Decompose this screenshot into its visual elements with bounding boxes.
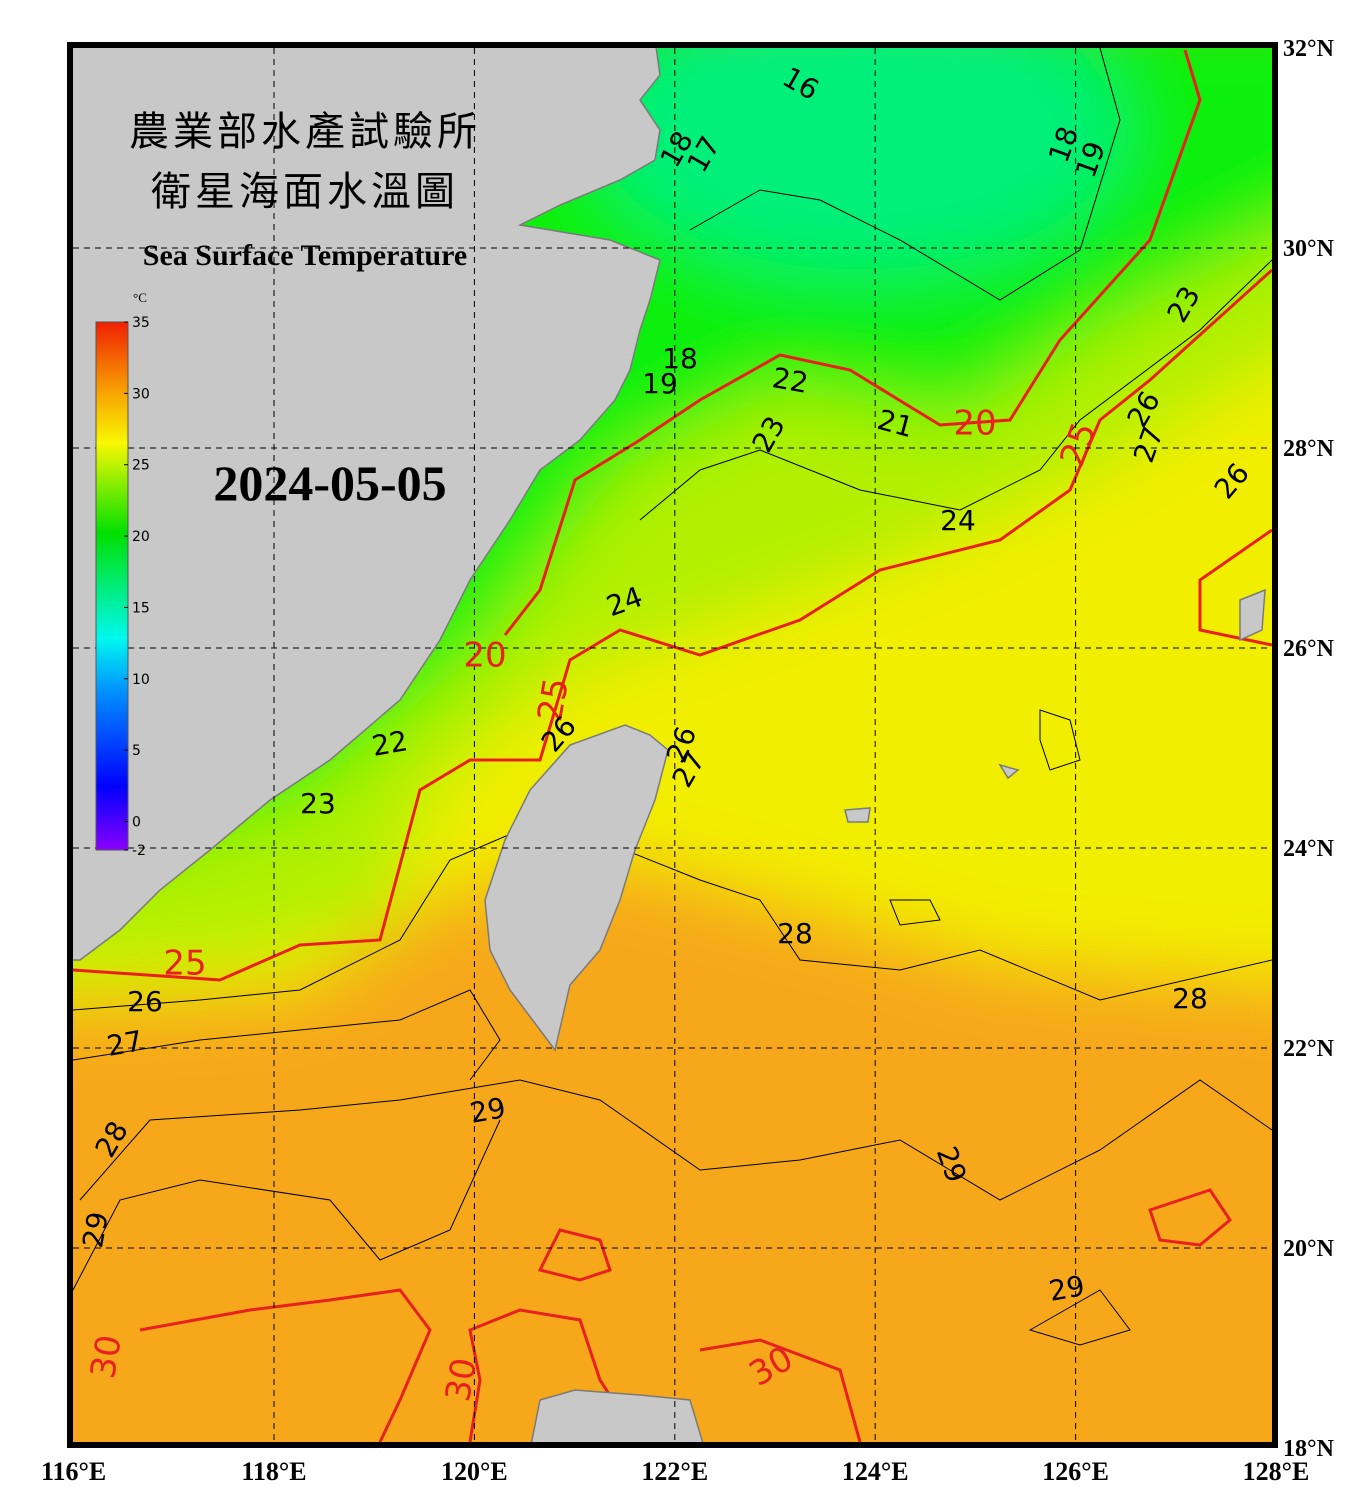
map-frame: [67, 42, 1278, 1448]
lat-label: 20°N: [1283, 1236, 1335, 1262]
contour-label: 29: [1046, 1269, 1087, 1308]
mainland-china: [73, 48, 661, 961]
colorbar-tick-label: 20: [132, 529, 150, 545]
lon-label: 124°E: [842, 1457, 909, 1486]
contour-label: 28: [777, 917, 813, 950]
contour-label: 27: [104, 1024, 145, 1063]
colorbar-tick-label: 25: [132, 458, 150, 474]
contour-label: 20: [463, 636, 506, 676]
contour-label: 25: [530, 675, 577, 725]
subtitle: Sea Surface Temperature: [143, 239, 467, 272]
luzon: [530, 1389, 704, 1442]
taiwan: [484, 724, 669, 1052]
contour-label: 23: [300, 787, 336, 820]
lat-label: 26°N: [1283, 636, 1335, 662]
contour-label: 26: [127, 985, 163, 1018]
contour-label: 22: [369, 724, 410, 763]
title-line2: 衛星海面水溫圖: [151, 169, 459, 214]
lon-label: 118°E: [241, 1457, 306, 1486]
lat-label: 30°N: [1283, 236, 1335, 262]
lon-label: 120°E: [441, 1457, 508, 1486]
contour-label: 22: [770, 361, 811, 400]
lon-label: 126°E: [1042, 1457, 1109, 1486]
lat-label: 22°N: [1283, 1036, 1335, 1062]
lat-label: 28°N: [1283, 436, 1335, 462]
contour-label: 30: [438, 1355, 485, 1405]
isotherms-minor: [73, 48, 1272, 1346]
lon-label: 128°E: [1243, 1457, 1310, 1486]
colorbar-tick-label: 0: [132, 814, 141, 830]
graticule: [73, 48, 1272, 1442]
contour-label: 29: [76, 1209, 115, 1250]
colorbar-unit: °C: [133, 290, 147, 305]
title-line1: 農業部水產試驗所: [129, 109, 481, 154]
lat-label: 32°N: [1283, 36, 1335, 62]
colorbar-tick-label: -2: [132, 843, 146, 859]
colorbar-tick-label: 5: [132, 743, 141, 759]
lat-label: 24°N: [1283, 836, 1335, 862]
contour-label: 25: [163, 944, 206, 984]
contour-label: 30: [83, 1332, 130, 1382]
lat-label: 18°N: [1283, 1436, 1335, 1462]
contour-label: 24: [940, 504, 976, 537]
lon-label: 116°E: [41, 1457, 106, 1486]
contour-label: 29: [467, 1091, 508, 1130]
isotherms-major: [73, 49, 1272, 1442]
land: [73, 48, 1266, 1442]
colorbar-tick-label: 35: [132, 315, 150, 331]
colorbar-tick-label: 30: [132, 386, 150, 402]
colorbar-tick-label: 10: [132, 672, 150, 688]
okinawa: [1239, 588, 1266, 642]
lon-label: 122°E: [641, 1457, 708, 1486]
colorbar-tick-label: 15: [132, 600, 150, 616]
colorbar: [95, 321, 129, 851]
contour-label: 28: [1172, 982, 1208, 1015]
contour-label: 18: [662, 342, 698, 375]
contour-label: 19: [642, 367, 678, 400]
contour-label: 20: [953, 404, 996, 444]
date: 2024-05-05: [213, 455, 446, 511]
